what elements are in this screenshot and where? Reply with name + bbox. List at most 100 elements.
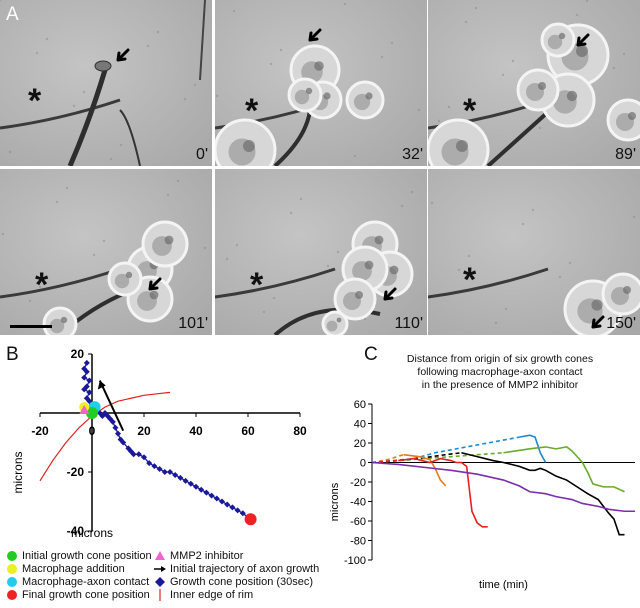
trajectory-point xyxy=(167,469,173,475)
micrograph-image xyxy=(428,0,640,166)
y-tick-label: 0 xyxy=(360,458,366,470)
trajectory-point xyxy=(198,486,205,493)
frame-time-label: 89' xyxy=(615,146,636,163)
y-tick-label: -100 xyxy=(344,555,366,567)
panel-b-letter: B xyxy=(6,344,19,365)
trajectory-point xyxy=(161,469,168,475)
legend-item: Final growth cone position xyxy=(6,589,150,601)
legend-item: Macrophage addition xyxy=(6,563,125,575)
trajectory-plot: -20 0 20 40 60 80 -40 -20 20 microns microns xyxy=(11,347,307,540)
micrograph-image xyxy=(0,169,212,335)
micrograph-frame: * 89' xyxy=(428,0,640,166)
x-tick-label: -20 xyxy=(31,424,49,438)
micrograph-background xyxy=(0,0,212,166)
legend-label: Inner edge of rim xyxy=(170,589,254,601)
trajectory-point xyxy=(81,374,88,381)
axon-fiber xyxy=(67,69,108,166)
trajectory-point xyxy=(104,412,111,419)
mmp2-inhibitor-marker xyxy=(79,405,90,415)
asterisk-marker: * xyxy=(35,266,49,304)
legend-label: Growth cone position (30sec) xyxy=(170,576,314,588)
axon-fiber xyxy=(0,98,121,130)
legend-symbol-icon xyxy=(155,577,165,588)
rim-curve xyxy=(39,391,171,482)
trajectory-point xyxy=(83,383,90,390)
y-tick-label: -80 xyxy=(350,536,366,548)
legend-item: Inner edge of rim xyxy=(154,589,254,602)
x-tick-label: 60 xyxy=(241,424,255,438)
trajectory-point xyxy=(146,460,153,467)
scale-bar xyxy=(10,325,52,328)
legend-label: Final growth cone position xyxy=(22,589,150,601)
micrograph-frame: * 101' xyxy=(0,169,212,335)
y-axis-label: microns xyxy=(11,451,25,493)
trajectory-point xyxy=(177,474,184,481)
micrograph-frame: * 150' xyxy=(428,169,640,335)
arrow-icon xyxy=(308,28,322,42)
series-line xyxy=(403,453,447,487)
legend-symbol-icon xyxy=(155,551,165,561)
trajectory-point xyxy=(109,418,116,425)
asterisk-marker: * xyxy=(28,82,42,120)
legend-symbol-icon xyxy=(7,551,17,562)
x-tick-label: 80 xyxy=(293,424,307,438)
y-tick-label: 40 xyxy=(354,419,366,431)
trajectory-point xyxy=(83,368,90,375)
trajectory-arrowhead xyxy=(97,380,106,390)
x-axis-label: time (min) xyxy=(479,579,528,591)
trajectory-point xyxy=(239,510,246,517)
trajectory-point xyxy=(203,489,210,496)
x-tick-label: 40 xyxy=(189,424,203,438)
trajectory-point xyxy=(86,398,93,405)
frame-time-label: 101' xyxy=(178,315,208,332)
trajectory-point xyxy=(81,386,88,393)
trajectory-point xyxy=(182,477,189,484)
frame-time-label: 150' xyxy=(606,315,636,332)
trajectory-point xyxy=(213,495,220,502)
arrow-icon xyxy=(591,315,605,329)
distance-plot: -100 -80 -60 -40 -20 0 20 40 60 microns time (min) xyxy=(329,399,635,591)
series-line xyxy=(503,446,625,493)
micrograph-frame: * 0' xyxy=(0,0,212,166)
trajectory-point xyxy=(229,504,236,511)
arrow-icon xyxy=(148,277,162,291)
micrograph-frame: * 110' xyxy=(215,169,427,335)
axon-fiber xyxy=(428,267,549,299)
axon-fiber xyxy=(199,0,206,81)
trajectory-point xyxy=(128,448,134,455)
micrograph-panel: A * 0' * 32' * 89' * 101' * 110' * 150' xyxy=(0,0,640,335)
y-axis-label: microns xyxy=(329,482,341,521)
trajectory-point xyxy=(219,498,225,505)
y-tick-label: 20 xyxy=(354,438,366,450)
legend-symbol-icon xyxy=(154,566,166,573)
title-line-3: in the presence of MMP2 inhibitor xyxy=(421,379,579,391)
y-tick-label: -60 xyxy=(350,516,366,528)
arrow-icon xyxy=(576,33,590,47)
asterisk-marker: * xyxy=(250,266,264,304)
axon-fiber xyxy=(215,267,336,299)
title-line-2: following macrophage-axon contact xyxy=(417,366,583,378)
trajectory-chart: B -20 0 20 40 60 80 -40 -20 20 microns microns Ini… xyxy=(0,336,320,603)
series-line xyxy=(519,434,547,463)
legend-item: Initial trajectory of axon growth xyxy=(154,563,319,575)
axon-fiber xyxy=(0,267,121,299)
x-tick-label: 20 xyxy=(137,424,151,438)
x-tick-label: 0 xyxy=(89,424,96,438)
y-tick-label: 20 xyxy=(71,347,85,361)
arrow-icon xyxy=(116,48,130,62)
trajectory-point xyxy=(151,463,158,470)
legend-symbol-icon xyxy=(159,589,161,602)
trajectory-point xyxy=(224,501,231,508)
panel-a-letter: A xyxy=(6,4,19,25)
asterisk-marker: * xyxy=(463,92,477,130)
legend-item: MMP2 inhibitor xyxy=(154,550,243,562)
trajectory-point xyxy=(156,466,163,473)
frame-time-label: 110' xyxy=(394,315,423,332)
trajectory-line xyxy=(83,362,251,520)
y-tick-label: 60 xyxy=(354,399,366,411)
x-axis-label: microns xyxy=(71,526,113,540)
trajectory-point xyxy=(86,377,93,384)
series-line xyxy=(371,461,635,513)
trajectory-arrow xyxy=(98,380,125,432)
trajectory-point xyxy=(172,471,179,478)
